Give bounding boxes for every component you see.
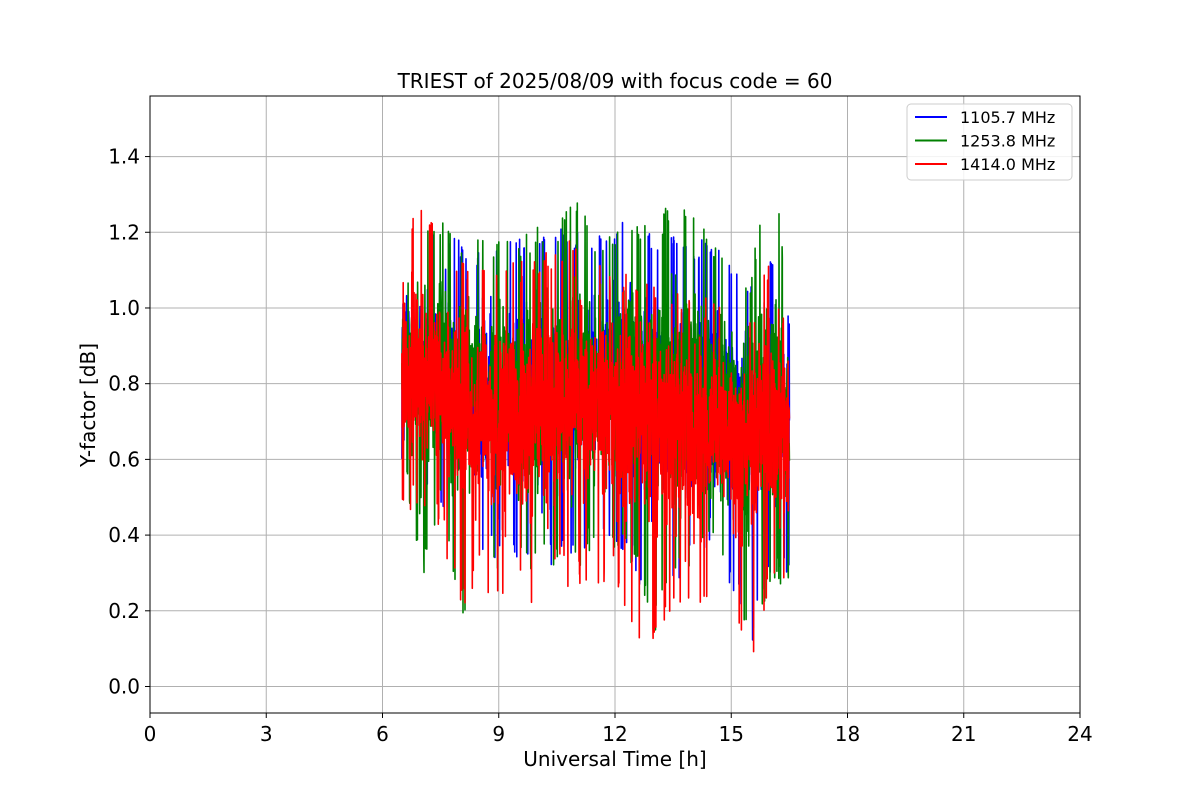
x-axis-ticks: 0 3 6 9 12 15 18 21 24 [144,713,1093,746]
y-tick-label: 0.0 [108,675,140,699]
y-tick-label: 0.2 [108,599,140,623]
x-tick-label: 6 [376,722,389,746]
x-tick-label: 3 [260,722,273,746]
x-tick-label: 15 [719,722,744,746]
y-tick-label: 1.4 [108,145,140,169]
y-tick-label: 1.0 [108,296,140,320]
y-tick-label: 0.4 [108,523,140,547]
x-axis-title: Universal Time [h] [523,747,706,771]
y-tick-label: 0.6 [108,447,140,471]
legend-box [906,103,1073,181]
chart-title: TRIEST of 2025/08/09 with focus code = 6… [397,69,833,93]
y-tick-label: 0.8 [108,372,140,396]
x-tick-label: 0 [144,722,157,746]
legend-label: 1414.0 MHz [960,155,1055,174]
y-axis-title: Y-factor [dB] [76,343,100,468]
x-tick-label: 21 [951,722,976,746]
y-tick-label: 1.2 [108,220,140,244]
y-axis-ticks: 0.0 0.2 0.4 0.6 0.8 1.0 1.2 1.4 [108,145,150,699]
x-tick-label: 24 [1067,722,1092,746]
x-tick-label: 18 [835,722,860,746]
series-layer [401,202,791,653]
legend-label: 1253.8 MHz [960,132,1055,151]
series-line [401,209,791,653]
x-tick-label: 12 [602,722,627,746]
x-tick-label: 9 [492,722,505,746]
legend-label: 1105.7 MHz [960,108,1055,127]
legend: 1105.7 MHz 1253.8 MHz 1414.0 MHz [906,103,1073,181]
